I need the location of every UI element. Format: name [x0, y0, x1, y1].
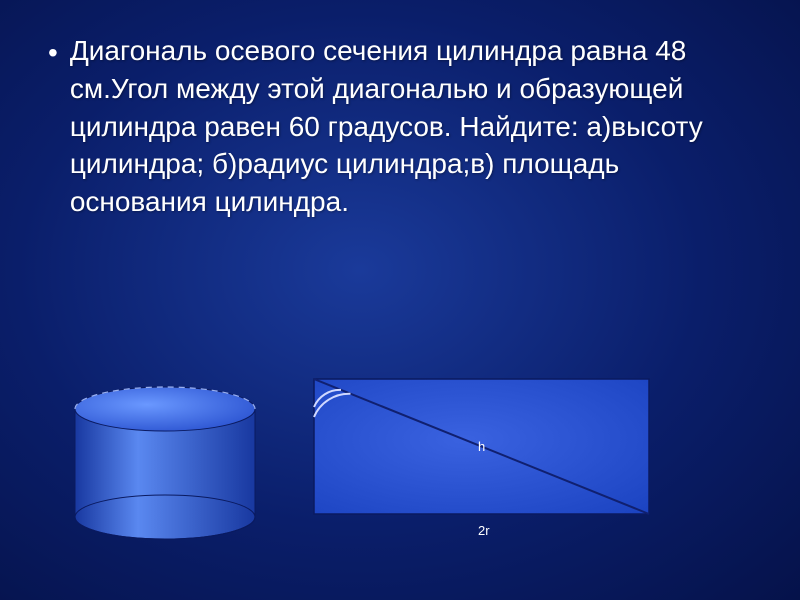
bullet: •	[48, 34, 58, 72]
slide-body-text: Диагональ осевого сечения цилиндра равна…	[70, 32, 752, 221]
axial-section-figure: h 2r	[310, 375, 655, 545]
label-2r: 2r	[478, 523, 490, 538]
cylinder-figure	[70, 385, 260, 545]
label-h: h	[478, 439, 485, 454]
figures-row: h 2r	[70, 375, 655, 545]
